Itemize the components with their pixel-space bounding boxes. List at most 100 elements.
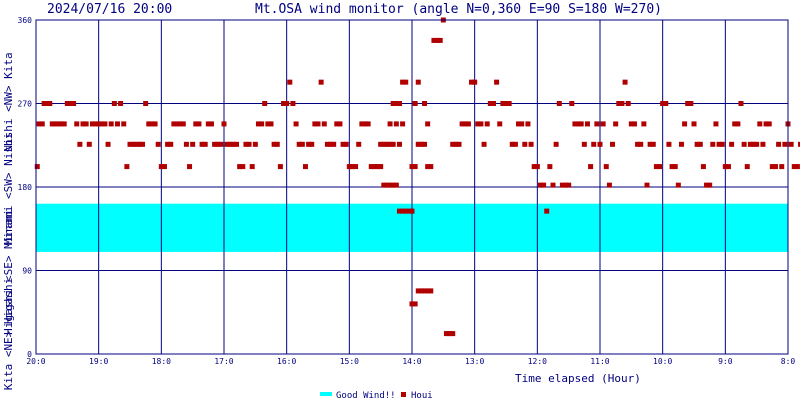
houi-point [365, 121, 371, 127]
houi-point [83, 121, 89, 127]
houi-point [284, 101, 290, 106]
houi-point [669, 164, 675, 170]
houi-point [697, 141, 703, 147]
x-tick-label: 18:0 [152, 357, 171, 366]
houi-point [694, 141, 700, 147]
houi-point [387, 121, 393, 127]
houi-point [237, 164, 243, 170]
houi-point [566, 182, 572, 188]
houi-point [503, 101, 509, 106]
houi-point [619, 101, 625, 106]
x-axis-label: Time elapsed (Hour) [515, 372, 641, 385]
houi-point [776, 141, 782, 147]
houi-point [597, 141, 603, 147]
houi-point [519, 121, 525, 127]
houi-point [340, 141, 346, 147]
y-tick-label: 90 [22, 267, 32, 276]
legend-good-wind-label: Good Wind!! [336, 391, 396, 400]
houi-point [484, 121, 490, 127]
houi-point [384, 141, 390, 147]
side-label-mid: Minami <SW> Nishi [2, 133, 15, 246]
houi-point [265, 121, 271, 127]
data-points [34, 17, 800, 337]
houi-point [403, 208, 409, 214]
houi-point [384, 182, 390, 188]
houi-point [766, 121, 772, 127]
houi-point [450, 331, 456, 337]
houi-point [707, 182, 713, 188]
houi-point [353, 164, 359, 170]
houi-point [747, 141, 753, 147]
houi-point [412, 101, 418, 106]
houi-point [704, 182, 710, 188]
houi-point [47, 101, 53, 106]
houi-point [262, 101, 268, 106]
houi-point [89, 121, 95, 127]
houi-point [111, 101, 117, 106]
houi-point [610, 141, 616, 147]
houi-point [290, 101, 296, 106]
houi-point [450, 141, 456, 147]
side-label-low: Higashi <SE> Minami [2, 209, 15, 335]
houi-point [309, 141, 315, 147]
houi-point [666, 141, 672, 147]
houi-point [86, 141, 92, 147]
houi-point [415, 288, 421, 294]
houi-point [453, 141, 459, 147]
houi-point [218, 141, 224, 147]
houi-point [688, 101, 694, 106]
houi-point [541, 182, 547, 188]
houi-point [600, 121, 606, 127]
houi-point [437, 37, 443, 43]
houi-point [93, 121, 99, 127]
houi-point [434, 37, 440, 43]
houi-point [409, 301, 415, 307]
y-tick-label: 270 [18, 100, 33, 109]
houi-point [428, 164, 434, 170]
houi-point [321, 121, 327, 127]
houi-point [534, 164, 540, 170]
houi-point [719, 141, 725, 147]
houi-point [202, 141, 208, 147]
houi-point [635, 141, 641, 147]
houi-point [422, 141, 428, 147]
plot-frame [35, 19, 789, 355]
houi-point [650, 141, 656, 147]
x-tick-label: 10:0 [653, 357, 672, 366]
houi-point [161, 164, 167, 170]
houi-point [798, 141, 800, 147]
header-datetime: 2024/07/16 20:00 [47, 2, 172, 17]
houi-point [628, 121, 634, 127]
houi-point [516, 121, 522, 127]
houi-point [569, 101, 575, 106]
houi-point [462, 121, 468, 127]
houi-point [465, 121, 471, 127]
houi-point [791, 164, 797, 170]
houi-point [487, 101, 493, 106]
houi-point [212, 141, 218, 147]
houi-point [133, 141, 139, 147]
houi-point [274, 141, 280, 147]
houi-point [415, 79, 421, 85]
houi-point [478, 121, 484, 127]
houi-point [268, 121, 274, 127]
houi-point [779, 164, 785, 170]
houi-point [572, 121, 578, 127]
houi-point [591, 141, 597, 147]
houi-point [180, 121, 186, 127]
houi-point [763, 121, 769, 127]
x-tick-label: 9:0 [718, 357, 733, 366]
houi-point [378, 141, 384, 147]
houi-point [422, 288, 428, 294]
houi-point [293, 121, 299, 127]
houi-point [490, 101, 496, 106]
houi-point [302, 164, 308, 170]
houi-point [700, 164, 706, 170]
houi-point [400, 79, 406, 85]
houi-point [738, 101, 744, 106]
legend-houi-swatch [401, 392, 406, 397]
houi-point [713, 121, 719, 127]
houi-point [754, 141, 760, 147]
